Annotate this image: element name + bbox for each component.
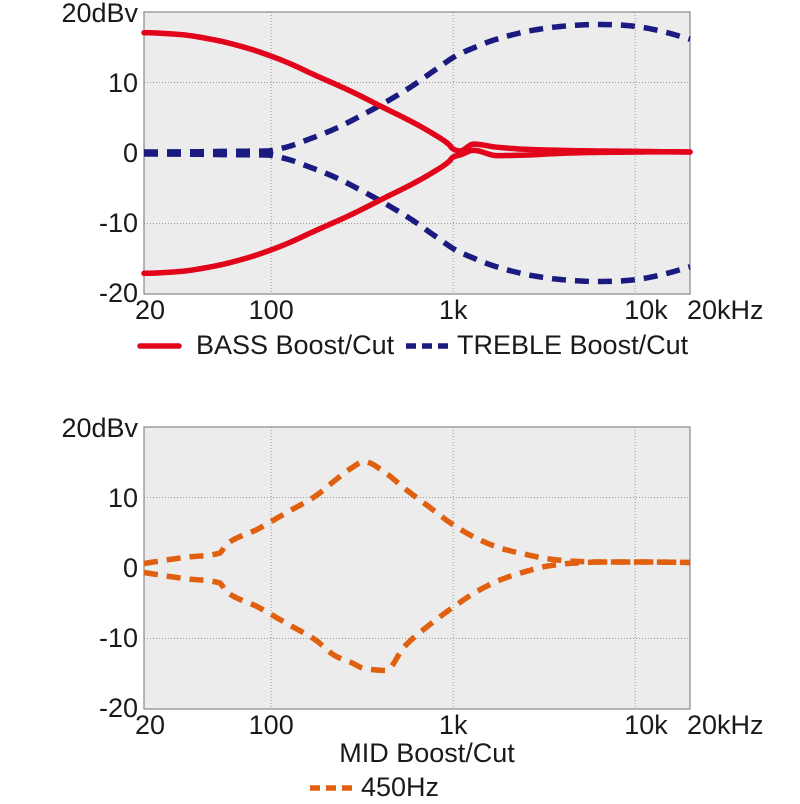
svg-text:20kHz: 20kHz — [687, 295, 764, 325]
svg-text:10k: 10k — [624, 295, 668, 325]
svg-text:20dBv: 20dBv — [61, 0, 138, 28]
svg-text:-20: -20 — [99, 278, 138, 308]
svg-text:-10: -10 — [99, 208, 138, 238]
svg-text:1k: 1k — [439, 295, 468, 325]
svg-text:10: 10 — [108, 68, 138, 98]
svg-text:100: 100 — [249, 295, 294, 325]
svg-text:20: 20 — [135, 295, 165, 325]
svg-text:0: 0 — [123, 138, 138, 168]
